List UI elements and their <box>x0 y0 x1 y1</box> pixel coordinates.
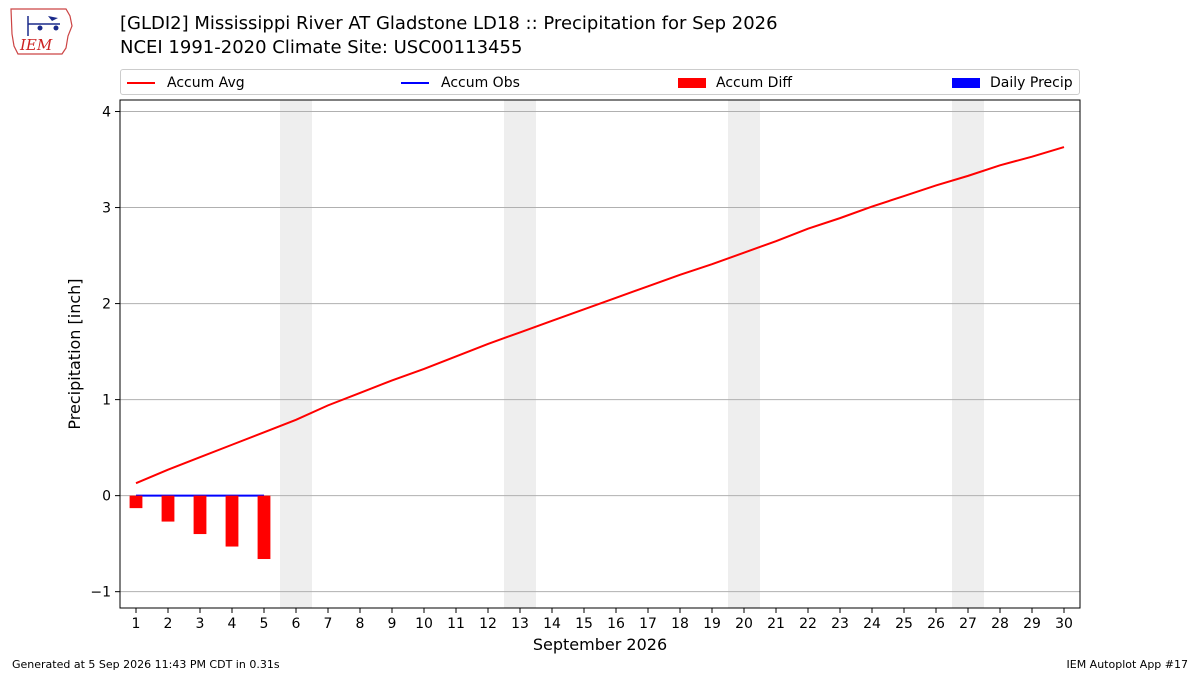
x-tick-label: 3 <box>196 616 205 632</box>
legend: Accum Avg Accum Obs Accum Diff Daily Pre… <box>120 69 1080 95</box>
x-tick-label: 11 <box>447 616 465 632</box>
legend-swatch-accum-obs <box>401 82 429 84</box>
y-tick-label: 2 <box>102 297 111 313</box>
plot-frame <box>119 99 1081 609</box>
x-tick-label: 16 <box>607 616 625 632</box>
x-tick-label: 29 <box>1023 616 1041 632</box>
x-axis-label: September 2026 <box>533 635 667 654</box>
x-tick-label: 26 <box>927 616 945 632</box>
logo-text: IEM <box>19 36 53 54</box>
legend-item-accum-diff: Accum Diff <box>678 73 792 93</box>
x-tick-label: 21 <box>767 616 785 632</box>
legend-item-accum-obs: Accum Obs <box>401 73 520 93</box>
weekend-shade-1 <box>280 100 312 608</box>
x-tick-label: 10 <box>415 616 433 632</box>
y-axis-label: Precipitation [inch] <box>65 278 84 429</box>
x-tick-label: 7 <box>324 616 333 632</box>
x-tick-label: 12 <box>479 616 497 632</box>
x-tick-label: 2 <box>164 616 173 632</box>
x-tick-label: 25 <box>895 616 913 632</box>
x-tick-label: 20 <box>735 616 753 632</box>
x-tick-label: 30 <box>1055 616 1073 632</box>
legend-label-accum-diff: Accum Diff <box>716 75 793 91</box>
y-tick-label: 3 <box>102 201 111 217</box>
chart-subtitle: NCEI 1991-2020 Climate Site: USC00113455 <box>120 37 523 58</box>
y-tick-label: 0 <box>102 489 111 505</box>
y-tick-label: 1 <box>102 393 111 409</box>
x-tick-label: 17 <box>639 616 657 632</box>
x-tick-label: 28 <box>991 616 1009 632</box>
legend-swatch-daily-precip <box>952 78 980 88</box>
accum-diff-bar <box>257 495 271 560</box>
legend-swatch-accum-diff <box>678 78 706 88</box>
weekend-shade-4 <box>952 100 984 608</box>
x-tick-label: 15 <box>575 616 593 632</box>
legend-item-accum-avg: Accum Avg <box>127 73 245 93</box>
x-tick-label: 22 <box>799 616 817 632</box>
legend-label-daily-precip: Daily Precip <box>990 75 1073 91</box>
accum-avg-line <box>135 146 1065 485</box>
app-credit: IEM Autoplot App #17 <box>1066 658 1189 671</box>
x-tick-label: 13 <box>511 616 529 632</box>
accum-diff-bar <box>193 495 207 535</box>
accum-diff-bar <box>225 495 239 547</box>
y-tick-label: −1 <box>90 585 111 601</box>
legend-label-accum-avg: Accum Avg <box>167 75 245 91</box>
x-tick-label: 1 <box>132 616 141 632</box>
legend-swatch-accum-avg <box>127 82 155 84</box>
x-tick-label: 6 <box>292 616 301 632</box>
generated-timestamp: Generated at 5 Sep 2026 11:43 PM CDT in … <box>12 658 280 671</box>
chart-title: [GLDI2] Mississippi River AT Gladstone L… <box>120 13 778 34</box>
x-tick-label: 14 <box>543 616 561 632</box>
x-tick-label: 8 <box>356 616 365 632</box>
x-tick-label: 9 <box>388 616 397 632</box>
legend-item-daily-precip: Daily Precip <box>952 73 1073 93</box>
weekend-shade-3 <box>728 100 760 608</box>
legend-label-accum-obs: Accum Obs <box>441 75 520 91</box>
x-tick-label: 23 <box>831 616 849 632</box>
x-tick-label: 18 <box>671 616 689 632</box>
accum-diff-bar <box>161 495 175 522</box>
x-tick-label: 19 <box>703 616 721 632</box>
iowa-outline-icon <box>10 8 73 55</box>
x-tick-label: 5 <box>260 616 269 632</box>
iem-logo: IEM <box>10 8 73 55</box>
x-tick-label: 4 <box>228 616 237 632</box>
y-tick-label: 4 <box>102 105 111 121</box>
x-tick-label: 27 <box>959 616 977 632</box>
x-tick-label: 24 <box>863 616 881 632</box>
weekend-shade-2 <box>504 100 536 608</box>
accum-diff-bar <box>129 495 143 509</box>
